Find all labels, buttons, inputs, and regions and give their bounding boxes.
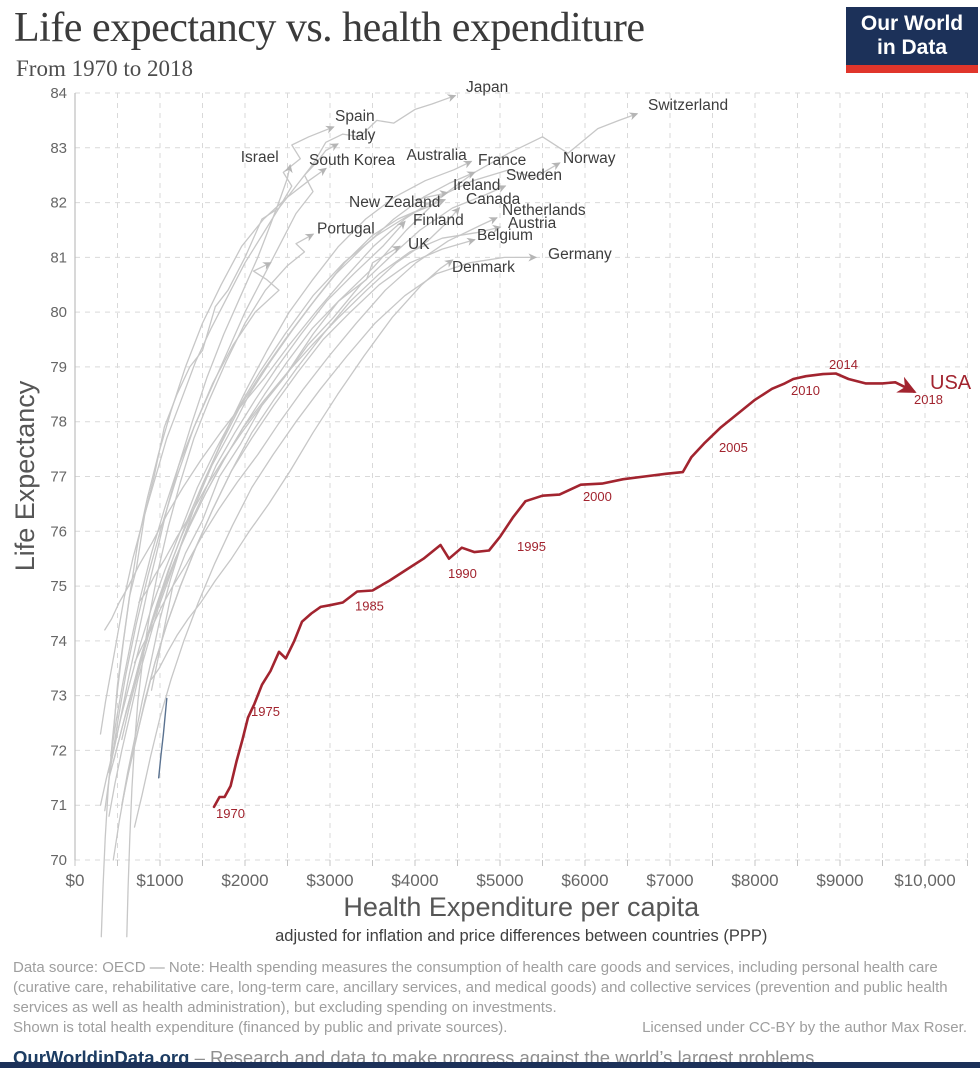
year-label-2018: 2018 bbox=[914, 392, 943, 407]
shown-note: Shown is total health expenditure (finan… bbox=[13, 1019, 508, 1036]
x-tick-label: $0 bbox=[66, 871, 85, 890]
country-label-austria: Austria bbox=[508, 215, 557, 232]
country-label-spain: Spain bbox=[335, 108, 375, 125]
series-line-usa bbox=[212, 372, 917, 809]
series-line-austria bbox=[112, 224, 502, 861]
country-label-denmark: Denmark bbox=[452, 259, 515, 276]
y-tick-label: 71 bbox=[50, 797, 67, 814]
y-axis-title: Life Expectancy bbox=[10, 380, 40, 571]
y-tick-label: 79 bbox=[50, 359, 67, 376]
series-line-netherlands bbox=[133, 217, 498, 664]
y-tick-label: 70 bbox=[50, 852, 67, 869]
y-tick-label: 72 bbox=[50, 742, 67, 759]
year-label-1995: 1995 bbox=[517, 539, 546, 554]
country-labels: Japan Switzerland Spain Italy Israel South Ko… bbox=[241, 79, 972, 394]
series-line-italy bbox=[110, 143, 339, 757]
series-line-belgium bbox=[121, 237, 476, 806]
y-tick-label: 84 bbox=[50, 85, 67, 102]
country-label-finland: Finland bbox=[413, 212, 464, 229]
usa-year-labels: 1970 1975 1985 1990 1995 2000 2005 2010 2014 2018 bbox=[216, 357, 943, 821]
series-line-israel bbox=[108, 163, 293, 773]
y-tick-label: 75 bbox=[50, 578, 67, 595]
x-tick-label: $4000 bbox=[391, 871, 438, 890]
country-label-france: France bbox=[478, 152, 526, 169]
country-label-ireland: Ireland bbox=[453, 177, 500, 194]
series-line-sweden bbox=[138, 185, 507, 604]
x-tick-label: $6000 bbox=[561, 871, 608, 890]
chart-canvas: $0 $1000 $2000 $3000 $4000 $5000 $6000 $7000 $80… bbox=[10, 79, 972, 945]
owid-logo-line2: in Data bbox=[876, 36, 947, 59]
series-line-annotation-segment bbox=[158, 697, 168, 779]
owid-logo-stripe bbox=[846, 65, 978, 73]
country-label-south-korea: South Korea bbox=[309, 152, 396, 169]
country-label-italy: Italy bbox=[347, 127, 376, 144]
chart-footer: Data source: OECD — Note: Health spendin… bbox=[13, 958, 967, 1068]
y-tick-label: 80 bbox=[50, 304, 67, 321]
year-label-2005: 2005 bbox=[719, 440, 748, 455]
y-tick-label: 81 bbox=[50, 249, 67, 266]
x-tick-label: $1000 bbox=[136, 871, 183, 890]
series-line-norway bbox=[104, 162, 561, 631]
country-label-australia: Australia bbox=[407, 147, 468, 164]
bottom-brand-bar bbox=[0, 1062, 980, 1068]
x-axis-title: Health Expenditure per capita bbox=[343, 892, 700, 922]
series-line-portugal bbox=[126, 233, 315, 938]
country-label-switzerland: Switzerland bbox=[648, 97, 728, 114]
country-label-portugal: Portugal bbox=[317, 220, 375, 237]
x-tick-label: $9000 bbox=[816, 871, 863, 890]
year-label-1985: 1985 bbox=[355, 599, 384, 614]
series-line-japan bbox=[110, 94, 457, 757]
country-label-usa: USA bbox=[930, 372, 972, 394]
y-tick-label: 76 bbox=[50, 523, 67, 540]
x-tick-label: $7000 bbox=[646, 871, 693, 890]
series-line-new-zealand bbox=[108, 198, 447, 779]
y-tick-label: 74 bbox=[50, 633, 67, 650]
series-line-unlabeled bbox=[104, 262, 280, 812]
y-tick-label: 82 bbox=[50, 195, 67, 212]
year-label-1970: 1970 bbox=[216, 806, 245, 821]
y-tick-label: 77 bbox=[50, 468, 67, 485]
x-tick-label: $2000 bbox=[221, 871, 268, 890]
country-label-new-zealand: New Zealand bbox=[349, 194, 440, 211]
country-label-canada: Canada bbox=[466, 191, 521, 208]
year-label-2014: 2014 bbox=[829, 357, 858, 372]
year-label-1975: 1975 bbox=[251, 704, 280, 719]
country-label-sweden: Sweden bbox=[506, 167, 562, 184]
owid-logo-line1: Our World bbox=[860, 12, 964, 35]
country-label-norway: Norway bbox=[563, 150, 616, 167]
y-tick-label: 78 bbox=[50, 414, 67, 431]
series-line-finland bbox=[108, 220, 406, 817]
axis-labels: $0 $1000 $2000 $3000 $4000 $5000 $6000 $7000 $80… bbox=[10, 85, 956, 945]
x-tick-label: $5000 bbox=[476, 871, 523, 890]
country-label-japan: Japan bbox=[466, 79, 508, 96]
series-line-denmark bbox=[150, 259, 454, 680]
y-tick-label: 73 bbox=[50, 688, 67, 705]
series-line-spain bbox=[99, 125, 335, 735]
owid-logo: Our World in Data bbox=[846, 7, 978, 73]
country-series bbox=[99, 94, 917, 938]
series-line-uk bbox=[112, 245, 401, 763]
gridlines bbox=[74, 92, 968, 866]
country-label-uk: UK bbox=[408, 236, 430, 253]
country-label-germany: Germany bbox=[548, 246, 612, 263]
x-tick-label: $8000 bbox=[731, 871, 778, 890]
license-note: Licensed under CC-BY by the author Max R… bbox=[642, 1019, 967, 1036]
country-label-israel: Israel bbox=[241, 149, 279, 166]
x-tick-label: $3000 bbox=[306, 871, 353, 890]
page-title: Life expectancy vs. health expenditure bbox=[14, 5, 645, 51]
year-label-2010: 2010 bbox=[791, 383, 820, 398]
year-label-2000: 2000 bbox=[583, 489, 612, 504]
x-tick-label: $10,000 bbox=[894, 871, 955, 890]
year-label-1990: 1990 bbox=[448, 566, 477, 581]
x-axis-subtitle: adjusted for inflation and price differe… bbox=[275, 927, 767, 945]
country-label-belgium: Belgium bbox=[477, 227, 533, 244]
source-note: Data source: OECD — Note: Health spendin… bbox=[13, 959, 948, 1016]
page-subtitle: From 1970 to 2018 bbox=[16, 56, 193, 81]
country-label-netherlands: Netherlands bbox=[502, 202, 586, 219]
y-tick-label: 83 bbox=[50, 140, 67, 157]
